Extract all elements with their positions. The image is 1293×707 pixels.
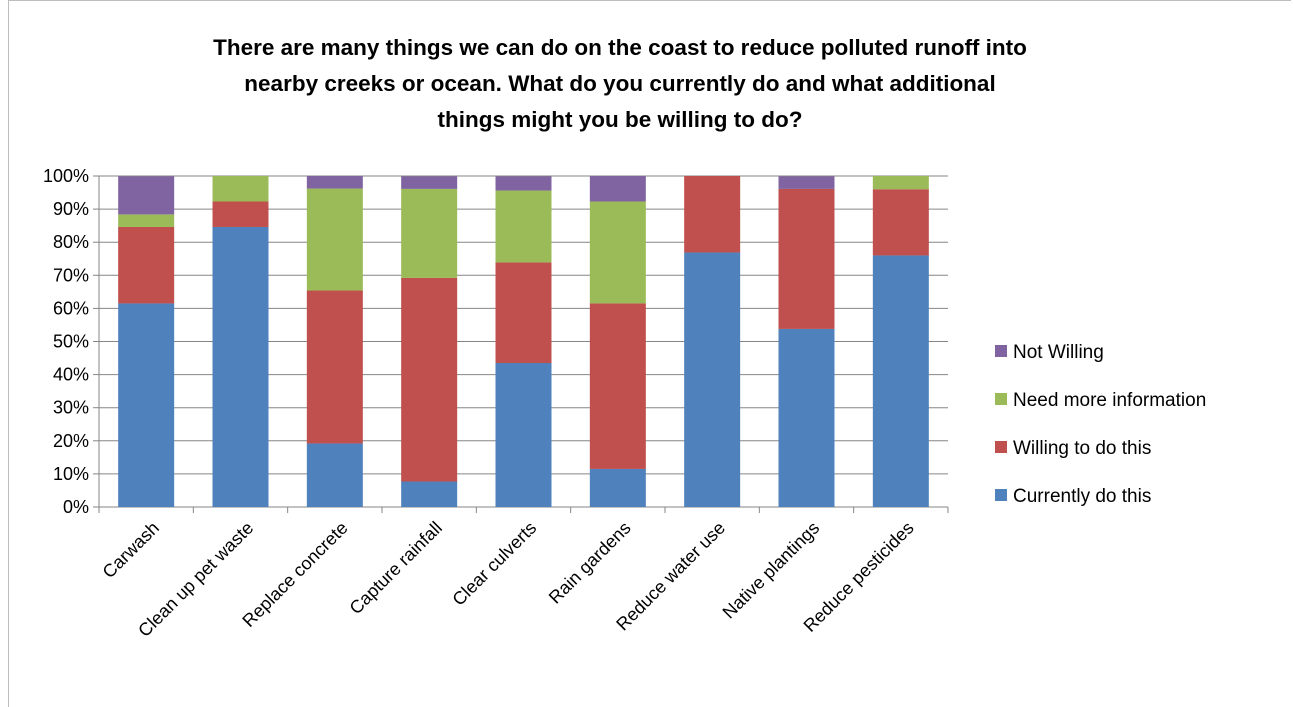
y-tick-label: 50% — [53, 332, 89, 352]
y-tick-label: 10% — [53, 464, 89, 484]
y-tick-label: 60% — [53, 298, 89, 318]
chart-title-line-2: nearby creeks or ocean. What do you curr… — [244, 71, 996, 96]
legend-swatch — [995, 345, 1007, 357]
y-tick-label: 70% — [53, 265, 89, 285]
bar-segment — [212, 201, 269, 227]
x-tick-label: Rain gardens — [545, 518, 635, 608]
bar-segment — [684, 252, 741, 507]
y-tick-label: 80% — [53, 232, 89, 252]
bar-segment — [495, 262, 552, 364]
bar-segment — [778, 188, 835, 329]
bar-segment — [589, 176, 646, 202]
bar-segment — [306, 290, 363, 444]
bar-segment — [118, 176, 175, 215]
y-tick-label: 30% — [53, 398, 89, 418]
bar-segment — [684, 176, 741, 253]
y-tick-label: 90% — [53, 199, 89, 219]
bar-segment — [872, 189, 929, 256]
bar-segment — [495, 363, 552, 507]
chart-title-line-1: There are many things we can do on the c… — [213, 35, 1027, 60]
legend-swatch — [995, 441, 1007, 453]
bar-segment — [401, 481, 458, 507]
bar-segment — [212, 176, 269, 202]
bar-segment — [401, 277, 458, 482]
bar-segment — [401, 176, 458, 189]
x-tick-label: Capture rainfall — [346, 518, 446, 618]
bar-segment — [778, 328, 835, 507]
x-tick-label: Clear culverts — [448, 518, 540, 610]
bar-segment — [589, 303, 646, 469]
bar-segment — [778, 176, 835, 189]
bar-segment — [306, 443, 363, 507]
chart-title: There are many things we can do on the c… — [120, 30, 1120, 138]
bar-segment — [589, 468, 646, 507]
legend-label: Currently do this — [1013, 486, 1151, 507]
bar-segment — [401, 188, 458, 278]
bar-segment — [495, 176, 552, 191]
bar-segment — [212, 226, 269, 507]
legend-swatch — [995, 489, 1007, 501]
legend-label: Willing to do this — [1013, 438, 1151, 459]
y-tick-label: 20% — [53, 431, 89, 451]
bar-segment — [495, 190, 552, 263]
bar-segment — [118, 226, 175, 304]
bar-segment — [589, 201, 646, 304]
bar-segment — [306, 188, 363, 291]
bar-segment — [872, 176, 929, 190]
y-tick-label: 40% — [53, 365, 89, 385]
legend-label: Not Willing — [1013, 342, 1104, 363]
bar-segment — [118, 303, 175, 507]
x-tick-label: Replace concrete — [238, 518, 351, 631]
legend-swatch — [995, 393, 1007, 405]
legend-label: Need more information — [1013, 390, 1206, 411]
x-tick-label: Native plantings — [719, 518, 824, 623]
x-tick-label: Carwash — [99, 518, 163, 582]
bar-segment — [118, 214, 175, 227]
bar-segment — [306, 176, 363, 189]
y-tick-label: 100% — [43, 166, 89, 186]
y-tick-label: 0% — [63, 497, 89, 517]
bar-segment — [872, 255, 929, 507]
chart-title-line-3: things might you be willing to do? — [437, 107, 803, 132]
